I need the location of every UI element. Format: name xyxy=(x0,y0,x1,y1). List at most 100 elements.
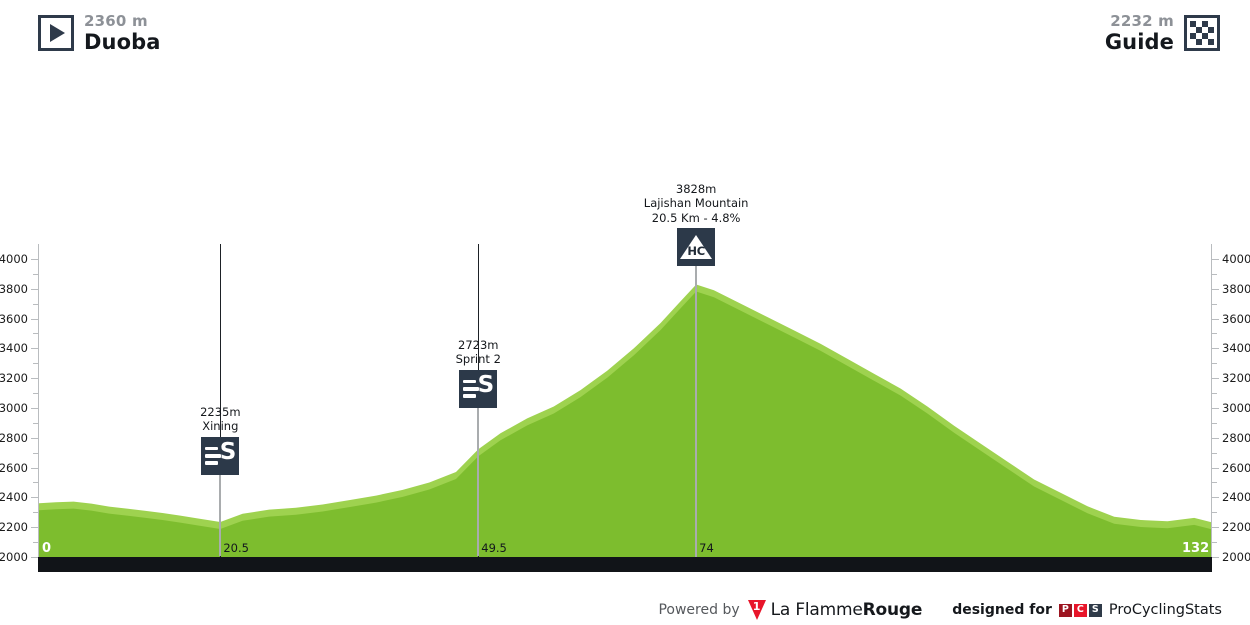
poi-label-sprint-2: 2723m Sprint 2 xyxy=(456,338,501,367)
y-axis-label-right-2400: 2400 xyxy=(1222,490,1250,505)
y-tick-left-3000 xyxy=(31,407,38,409)
y-tick-right-2800 xyxy=(1212,437,1219,439)
km-gridline-20.5 xyxy=(220,244,222,557)
y-tick-left-3200 xyxy=(31,378,38,380)
sprint-glyph: S xyxy=(463,373,494,400)
lfr-name-part1: La Flamme xyxy=(770,600,863,620)
sprint-icon[interactable]: S xyxy=(201,436,240,475)
y-tick-left-2500 xyxy=(33,482,38,484)
y-axis-label-right-3200: 3200 xyxy=(1222,371,1250,386)
poi-label-line-1: 3828m xyxy=(675,182,717,196)
flamme-rouge-triangle-icon: 1 xyxy=(747,600,766,620)
start-name: Duoba xyxy=(84,29,161,54)
hc-climb-icon[interactable]: HC xyxy=(677,228,716,267)
y-tick-left-3700 xyxy=(33,303,38,305)
y-axis-label-left-2200: 2200 xyxy=(0,520,28,535)
poi-marker-lajishan-mountain[interactable]: 3828m Lajishan Mountain 20.5 Km - 4.8% HC xyxy=(616,182,776,558)
powered-by-label: Powered by xyxy=(658,602,740,618)
x-axis-label-132: 132 xyxy=(1182,541,1210,556)
y-tick-left-2900 xyxy=(33,422,38,424)
y-tick-left-3300 xyxy=(33,363,38,365)
pcs-logo-c: C xyxy=(1073,603,1087,617)
procyclingstats-credit: designed for P C S ProCyclingStats xyxy=(952,602,1222,618)
poi-label-xining: 2235m Xining xyxy=(200,405,240,434)
poi-label-line-1: 2723m xyxy=(458,338,499,352)
flamme-rouge-badge-number: 1 xyxy=(752,600,761,613)
y-tick-right-3200 xyxy=(1212,378,1219,380)
y-tick-right-2900 xyxy=(1212,422,1217,424)
sprint-icon[interactable]: S xyxy=(459,369,498,408)
y-tick-right-3000 xyxy=(1212,407,1219,409)
y-tick-left-2800 xyxy=(31,437,38,439)
finish-texts: 2232 m Guide xyxy=(1104,12,1174,54)
y-axis-label-right-2800: 2800 xyxy=(1222,430,1250,445)
y-axis-label-left-2000: 2000 xyxy=(0,550,28,564)
y-tick-right-3700 xyxy=(1212,303,1217,305)
y-axis-label-right-4000: 4000 xyxy=(1222,251,1250,266)
y-tick-left-2300 xyxy=(33,512,38,514)
x-axis-label-20.5: 20.5 xyxy=(223,541,249,555)
y-axis-right-line xyxy=(1211,244,1212,557)
y-tick-right-3800 xyxy=(1212,288,1219,290)
y-axis-label-right-3000: 3000 xyxy=(1222,400,1250,415)
y-tick-left-3400 xyxy=(31,348,38,350)
finish-endpoint: 2232 m Guide xyxy=(1104,12,1220,54)
profile-polygon xyxy=(39,284,1211,557)
y-axis-label-left-3600: 3600 xyxy=(0,311,28,326)
y-tick-left-3900 xyxy=(33,273,38,275)
poi-marker-sprint-2[interactable]: 2723m Sprint 2 S xyxy=(398,338,558,556)
y-tick-right-4000 xyxy=(1212,258,1219,260)
y-tick-left-2000 xyxy=(31,557,38,558)
y-axis-label-right-2600: 2600 xyxy=(1222,460,1250,475)
finish-altitude: 2232 m xyxy=(1110,12,1174,30)
poi-label-lajishan-mountain: 3828m Lajishan Mountain 20.5 Km - 4.8% xyxy=(644,182,749,225)
y-tick-right-2500 xyxy=(1212,482,1217,484)
y-tick-right-2700 xyxy=(1212,452,1217,454)
y-axis-label-left-2800: 2800 xyxy=(0,430,28,445)
y-tick-right-2200 xyxy=(1212,527,1219,529)
y-axis-label-left-2400: 2400 xyxy=(0,490,28,505)
y-tick-right-3100 xyxy=(1212,393,1217,395)
la-flamme-rouge-wordmark: La FlammeRouge xyxy=(771,600,923,620)
y-tick-right-3600 xyxy=(1212,318,1219,320)
y-tick-left-3800 xyxy=(31,288,38,290)
y-axis-label-right-3400: 3400 xyxy=(1222,341,1250,356)
y-axis-label-right-3800: 3800 xyxy=(1222,281,1250,296)
checkered-flag-icon xyxy=(1184,15,1220,52)
poi-label-line-2: Sprint 2 xyxy=(455,352,501,367)
y-axis-label-left-3400: 3400 xyxy=(0,341,28,356)
x-axis-label-49.5: 49.5 xyxy=(481,541,507,555)
x-axis-label-74: 74 xyxy=(699,541,714,555)
pcs-wordmark: ProCyclingStats xyxy=(1108,602,1222,618)
poi-pole-sprint-2 xyxy=(477,407,480,556)
poi-pole-xining xyxy=(219,474,222,556)
y-tick-right-3400 xyxy=(1212,348,1219,350)
pcs-logo: P C S xyxy=(1058,603,1102,617)
y-tick-right-3900 xyxy=(1212,273,1217,275)
poi-marker-xining[interactable]: 2235m Xining S xyxy=(140,405,300,556)
y-tick-left-2200 xyxy=(31,527,38,529)
finish-name: Guide xyxy=(1104,29,1174,54)
y-tick-right-3300 xyxy=(1212,363,1217,365)
hc-climb-glyph: HC xyxy=(680,235,713,260)
lfr-name-part2: Rouge xyxy=(862,600,923,620)
profile-header: 2360 m Duoba 2232 m Guide xyxy=(0,0,1250,72)
start-altitude: 2360 m xyxy=(84,12,148,30)
poi-pole-lajishan-mountain xyxy=(695,266,698,558)
y-tick-right-2400 xyxy=(1212,497,1219,499)
poi-label-line-2: Lajishan Mountain xyxy=(643,196,749,211)
y-tick-right-2000 xyxy=(1212,557,1219,558)
poi-label-line-1: 2235m xyxy=(200,405,241,419)
poi-label-line-2: Xining xyxy=(202,419,239,434)
la-flamme-rouge-logo: 1 La FlammeRouge xyxy=(747,600,923,620)
y-tick-left-4000 xyxy=(31,258,38,260)
y-tick-left-3500 xyxy=(33,333,38,335)
y-tick-right-2300 xyxy=(1212,512,1217,514)
poi-label-line-3: 20.5 Km - 4.8% xyxy=(651,210,741,225)
y-tick-left-3600 xyxy=(31,318,38,320)
y-tick-left-2400 xyxy=(31,497,38,499)
y-tick-right-3500 xyxy=(1212,333,1217,335)
x-axis-label-0: 0 xyxy=(42,541,52,556)
y-axis-label-left-4000: 4000 xyxy=(0,251,28,266)
